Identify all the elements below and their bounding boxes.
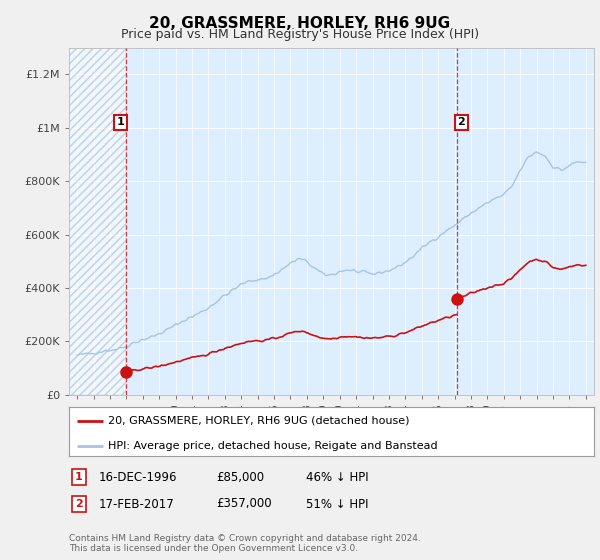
Text: 20, GRASSMERE, HORLEY, RH6 9UG (detached house): 20, GRASSMERE, HORLEY, RH6 9UG (detached… — [109, 416, 410, 426]
Text: 2: 2 — [75, 499, 83, 509]
Text: £357,000: £357,000 — [216, 497, 272, 511]
Bar — [69, 48, 126, 395]
Text: 51% ↓ HPI: 51% ↓ HPI — [306, 497, 368, 511]
Text: 17-FEB-2017: 17-FEB-2017 — [99, 497, 175, 511]
Text: 2: 2 — [458, 118, 466, 127]
Text: Contains HM Land Registry data © Crown copyright and database right 2024.
This d: Contains HM Land Registry data © Crown c… — [69, 534, 421, 553]
Text: HPI: Average price, detached house, Reigate and Banstead: HPI: Average price, detached house, Reig… — [109, 441, 438, 451]
Text: Price paid vs. HM Land Registry's House Price Index (HPI): Price paid vs. HM Land Registry's House … — [121, 28, 479, 41]
Text: 1: 1 — [75, 472, 83, 482]
Text: 1: 1 — [117, 118, 125, 127]
Text: £85,000: £85,000 — [216, 470, 264, 484]
Text: 20, GRASSMERE, HORLEY, RH6 9UG: 20, GRASSMERE, HORLEY, RH6 9UG — [149, 16, 451, 31]
Text: 16-DEC-1996: 16-DEC-1996 — [99, 470, 178, 484]
Text: 46% ↓ HPI: 46% ↓ HPI — [306, 470, 368, 484]
